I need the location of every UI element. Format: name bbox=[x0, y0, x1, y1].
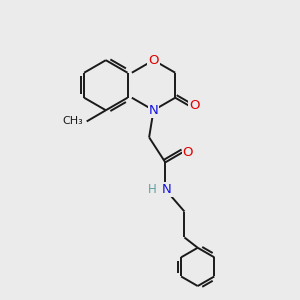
Text: H: H bbox=[148, 183, 157, 196]
Text: O: O bbox=[183, 146, 193, 159]
Text: O: O bbox=[189, 99, 200, 112]
Text: N: N bbox=[149, 104, 158, 117]
Text: N: N bbox=[162, 183, 172, 196]
Text: O: O bbox=[148, 54, 159, 67]
Text: CH₃: CH₃ bbox=[62, 116, 83, 126]
